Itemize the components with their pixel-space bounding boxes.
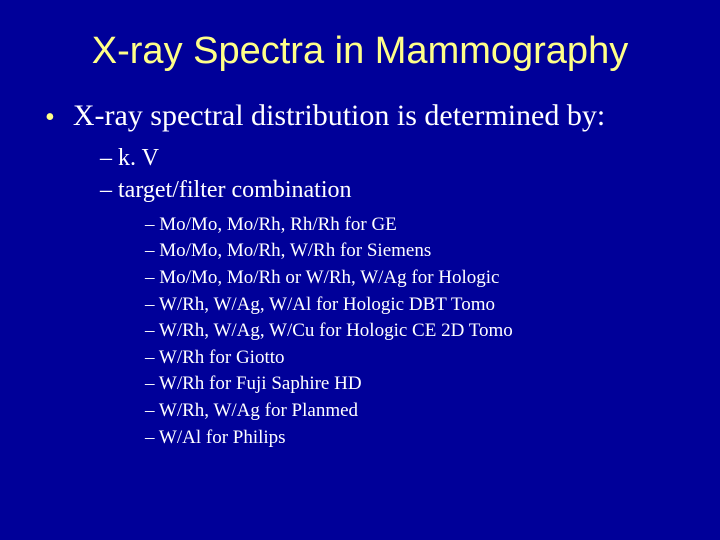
slide-title: X-ray Spectra in Mammography <box>40 30 680 73</box>
subsub-item: – W/Rh for Fuji Saphire HD <box>145 371 680 398</box>
subsub-item: – W/Rh, W/Ag, W/Al for Hologic DBT Tomo <box>145 292 680 319</box>
subsub-item: – W/Rh for Giotto <box>145 345 680 372</box>
sub-item: – target/filter combination <box>100 174 680 206</box>
sub-item: – k. V <box>100 142 680 174</box>
main-bullet-row: • X-ray spectral distribution is determi… <box>40 98 680 134</box>
sub-list: – k. V – target/filter combination – Mo/… <box>100 142 680 451</box>
subsub-item: – W/Rh, W/Ag, W/Cu for Hologic CE 2D Tom… <box>145 318 680 345</box>
bullet-dot-icon: • <box>45 104 55 132</box>
subsub-item: – Mo/Mo, Mo/Rh or W/Rh, W/Ag for Hologic <box>145 265 680 292</box>
subsub-item: – W/Al for Philips <box>145 425 680 452</box>
subsub-item: – Mo/Mo, Mo/Rh, Rh/Rh for GE <box>145 212 680 239</box>
subsub-item: – Mo/Mo, Mo/Rh, W/Rh for Siemens <box>145 238 680 265</box>
subsub-item: – W/Rh, W/Ag for Planmed <box>145 398 680 425</box>
subsub-list: – Mo/Mo, Mo/Rh, Rh/Rh for GE – Mo/Mo, Mo… <box>145 212 680 451</box>
main-bullet-text: X-ray spectral distribution is determine… <box>73 98 605 134</box>
